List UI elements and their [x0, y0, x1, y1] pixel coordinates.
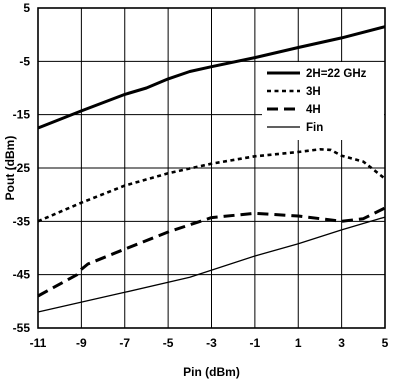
x-tick-label: 5 [382, 336, 389, 350]
series-line-3 [37, 216, 386, 313]
x-tick-labels: -11 -9 -7 -5 -3 -1 1 3 5 [30, 336, 389, 350]
y-axis-label: Pout (dBm) [3, 136, 17, 201]
x-axis-label: Pin (dBm) [183, 365, 240, 379]
y-tick-label: -25 [13, 161, 31, 175]
y-tick-label: -5 [19, 54, 30, 68]
legend-label-0: 2H=22 GHz [306, 68, 367, 80]
x-tick-label: -1 [250, 336, 261, 350]
y-tick-label: -45 [13, 268, 31, 282]
series-line-2 [37, 206, 386, 298]
series-layer [37, 25, 386, 313]
y-tick-label: 5 [23, 1, 30, 15]
y-tick-label: -15 [13, 108, 31, 122]
legend-label-2: 4H [306, 104, 321, 116]
legend-label-1: 3H [306, 86, 321, 98]
x-tick-label: -3 [206, 336, 217, 350]
x-tick-label: -5 [163, 336, 174, 350]
x-tick-label: -11 [30, 336, 47, 350]
x-tick-label: -9 [76, 336, 87, 350]
y-tick-label: -55 [13, 321, 31, 335]
series-line-1 [37, 148, 386, 223]
y-tick-label: -35 [13, 214, 31, 228]
plot-frame [37, 7, 386, 329]
x-tick-label: -7 [119, 336, 130, 350]
legend-label-3: Fin [306, 122, 323, 134]
grid [37, 7, 386, 329]
series-line-0 [37, 25, 386, 130]
x-tick-label: 3 [338, 336, 345, 350]
y-tick-labels: 5 -5 -15 -25 -35 -45 -55 [13, 1, 31, 335]
legend: 2H=22 GHz 3H 4H Fin [267, 68, 367, 134]
x-tick-label: 1 [295, 336, 302, 350]
